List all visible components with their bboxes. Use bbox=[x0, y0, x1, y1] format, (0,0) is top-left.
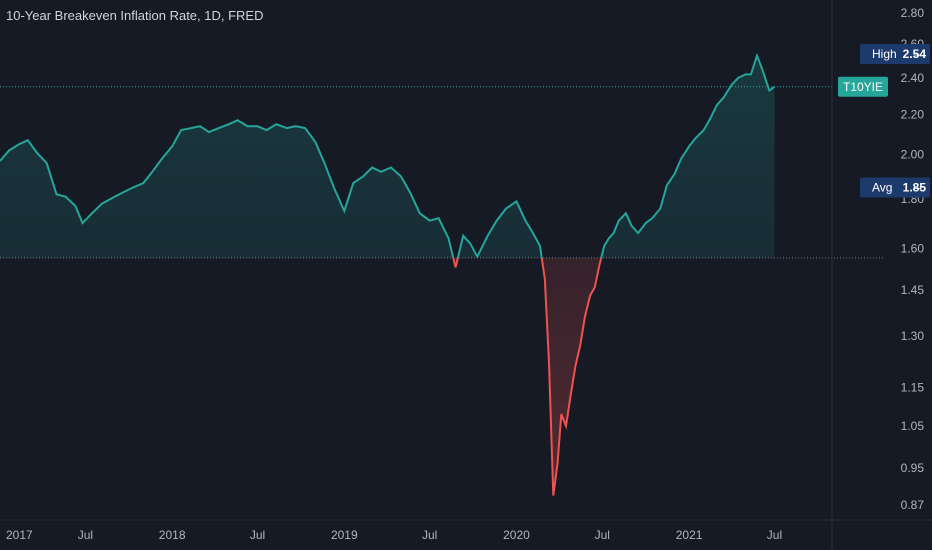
y-tick-label: 1.60 bbox=[901, 242, 925, 256]
y-tick-label: 1.05 bbox=[901, 419, 925, 433]
chart-title: 10-Year Breakeven Inflation Rate, 1D, FR… bbox=[6, 8, 264, 23]
x-tick-label: Jul bbox=[422, 528, 437, 542]
high-badge-dash: – bbox=[915, 47, 922, 61]
series-line-above bbox=[0, 52, 776, 258]
x-tick-label: Jul bbox=[595, 528, 610, 542]
x-tick-label: Jul bbox=[78, 528, 93, 542]
area-fill-below bbox=[453, 257, 602, 496]
y-tick-label: 1.30 bbox=[901, 329, 925, 343]
x-tick-label: Jul bbox=[250, 528, 265, 542]
avg-badge-label: Avg bbox=[872, 180, 892, 194]
area-fill-above bbox=[0, 55, 775, 258]
high-badge-label: High bbox=[872, 47, 897, 61]
high-badge-value: 2.54 bbox=[903, 47, 927, 61]
symbol-badge-label: T10YIE bbox=[843, 80, 883, 94]
avg-badge-dash: – bbox=[915, 180, 922, 194]
y-tick-label: 2.20 bbox=[901, 108, 925, 122]
x-tick-label: 2017 bbox=[6, 528, 33, 542]
avg-badge-bg bbox=[860, 177, 930, 198]
x-tick-label: 2020 bbox=[503, 528, 530, 542]
x-tick-label: Jul bbox=[767, 528, 782, 542]
y-tick-label: 0.95 bbox=[901, 461, 925, 475]
y-tick-label: 0.87 bbox=[901, 498, 925, 512]
y-tick-label: 1.15 bbox=[901, 381, 925, 395]
series-line-below bbox=[452, 257, 603, 496]
y-tick-label: 1.45 bbox=[901, 283, 925, 297]
x-tick-label: 2021 bbox=[676, 528, 703, 542]
x-tick-label: 2018 bbox=[159, 528, 186, 542]
symbol-badge-bg bbox=[838, 76, 888, 97]
x-tick-label: 2019 bbox=[331, 528, 358, 542]
high-badge: High –2.54 bbox=[860, 44, 930, 65]
y-tick-label: 2.80 bbox=[901, 6, 925, 20]
y-tick-label: 2.40 bbox=[901, 71, 925, 85]
high-badge-bg bbox=[860, 44, 930, 65]
avg-badge-value: 1.85 bbox=[903, 180, 927, 194]
symbol-badge: T10YIE bbox=[838, 76, 888, 97]
avg-badge: Avg –1.85 bbox=[860, 177, 930, 198]
y-tick-label: 2.00 bbox=[901, 148, 925, 162]
